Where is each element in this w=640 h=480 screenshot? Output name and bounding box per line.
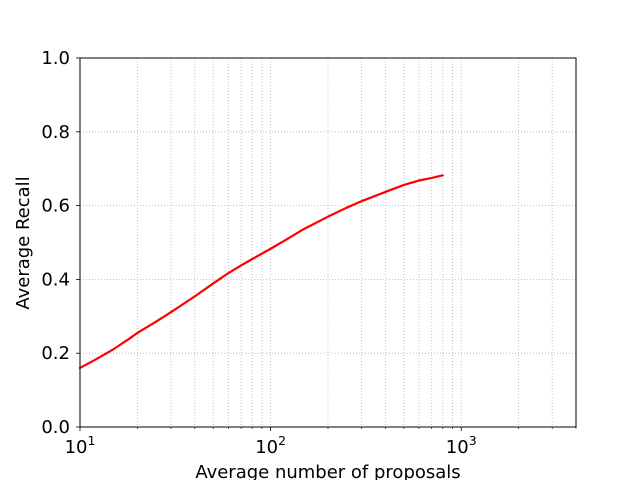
x-axis-title: Average number of proposals xyxy=(195,462,460,480)
line-layer xyxy=(78,174,444,370)
y-tick-label: 1.0 xyxy=(41,48,70,69)
y-tick-label: 0.2 xyxy=(41,343,70,364)
y-tick-label: 0.8 xyxy=(41,122,70,143)
tick-layer: 101 102 103 0.0 0.2 0.4 0.6 0.8 1.0 xyxy=(41,48,577,458)
grid-layer xyxy=(79,57,577,428)
y-tick-label: 0.4 xyxy=(41,269,70,290)
recall-series-line xyxy=(78,174,444,370)
x-tick-label: 103 xyxy=(446,433,477,458)
x-tick-label: 101 xyxy=(65,433,96,458)
y-axis-title: Average Recall xyxy=(13,176,34,309)
plot-frame xyxy=(79,57,577,428)
y-tick-label: 0.6 xyxy=(41,196,70,217)
y-tick-label: 0.0 xyxy=(41,417,70,438)
x-tick-label: 102 xyxy=(255,433,286,458)
